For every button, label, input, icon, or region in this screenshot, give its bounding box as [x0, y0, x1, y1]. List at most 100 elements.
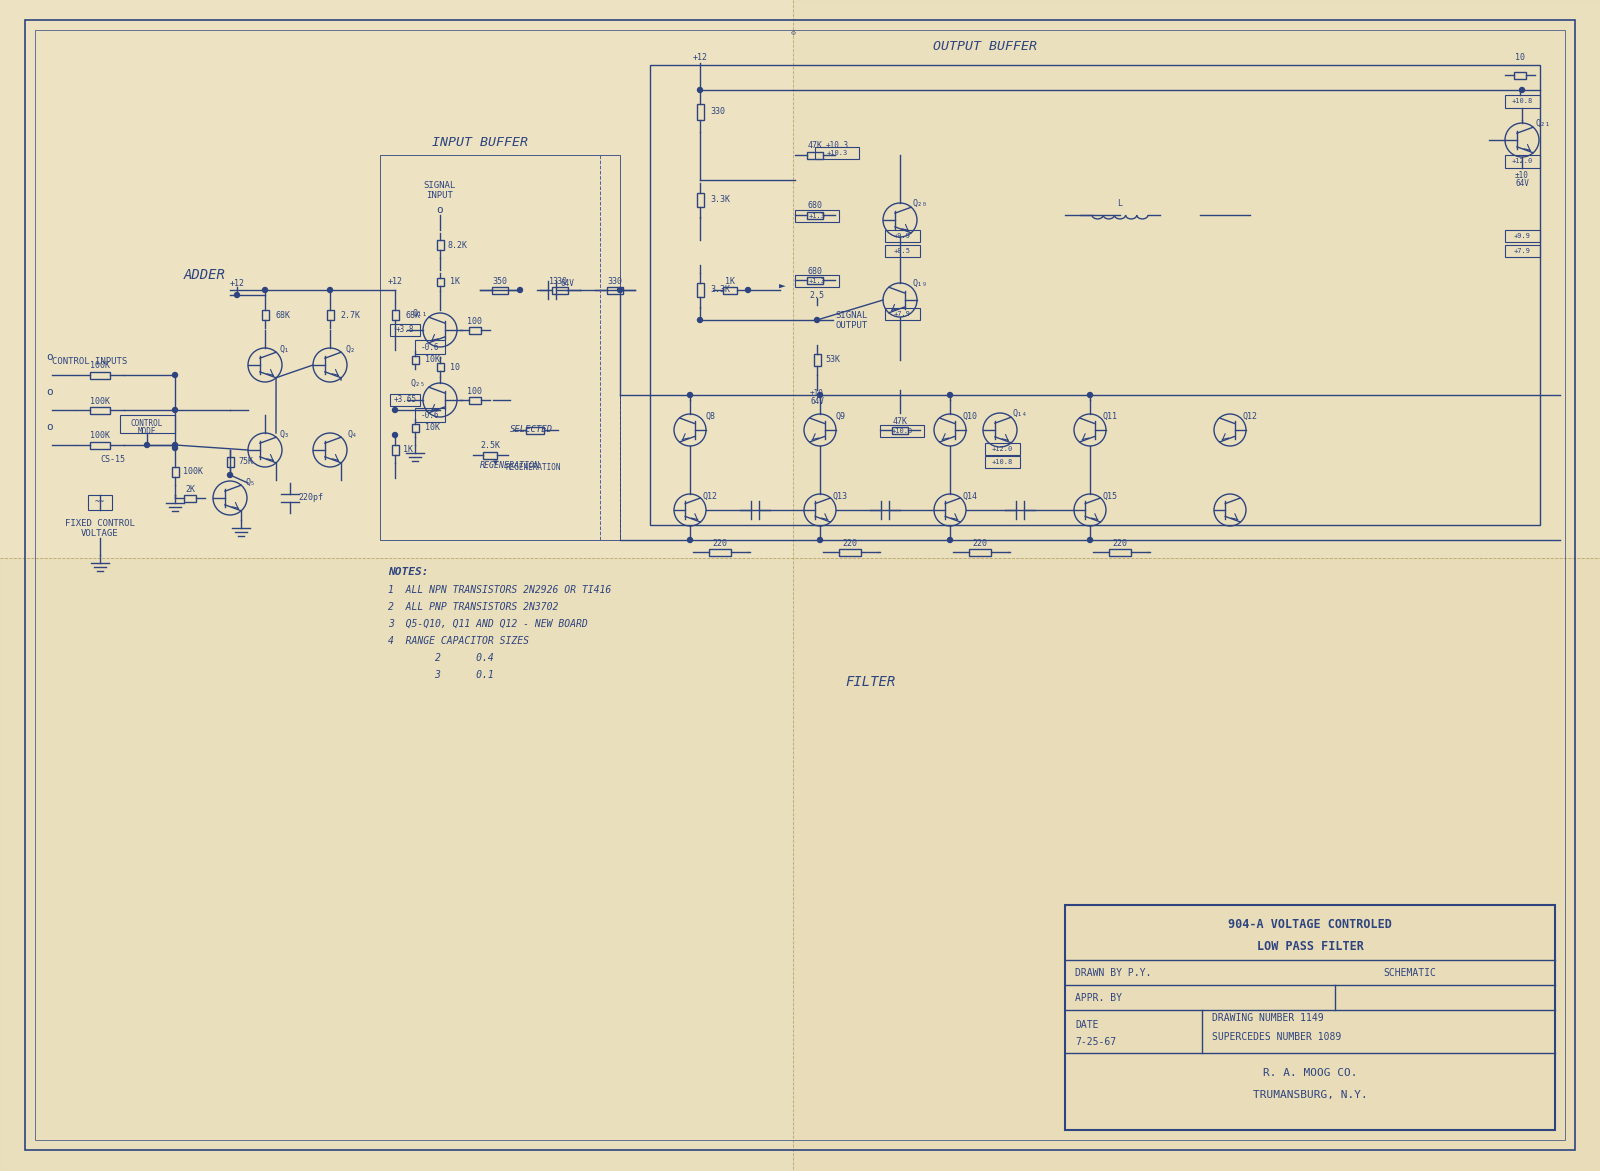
Text: +1.3: +1.3	[808, 278, 826, 285]
Text: NOTES:: NOTES:	[387, 567, 429, 577]
Bar	[88, 495, 112, 511]
Text: 64V: 64V	[1515, 178, 1530, 187]
Text: 220: 220	[973, 539, 987, 548]
Bar	[1109, 548, 1131, 555]
Text: +9.9: +9.9	[893, 233, 910, 239]
Circle shape	[1520, 88, 1525, 93]
Text: 100K: 100K	[182, 467, 203, 477]
Text: +8.5: +8.5	[893, 248, 910, 254]
Circle shape	[517, 288, 523, 293]
Text: +10.3: +10.3	[826, 150, 848, 156]
Circle shape	[818, 392, 822, 397]
Text: 10: 10	[450, 363, 461, 371]
Bar	[469, 327, 482, 334]
Bar	[723, 287, 738, 294]
Text: 1K: 1K	[403, 445, 413, 454]
Bar	[552, 287, 568, 294]
Circle shape	[814, 317, 819, 322]
Circle shape	[235, 293, 240, 297]
Circle shape	[173, 372, 178, 377]
Text: 10K: 10K	[426, 424, 440, 432]
Text: 10: 10	[1515, 53, 1525, 62]
Bar	[696, 283, 704, 297]
Circle shape	[746, 288, 750, 293]
Text: 3.3K: 3.3K	[710, 196, 730, 205]
Text: Q15: Q15	[1102, 492, 1117, 500]
Text: DATE: DATE	[1075, 1020, 1099, 1030]
Bar	[171, 467, 179, 477]
Bar	[806, 212, 822, 219]
Text: R. A. MOOG CO.: R. A. MOOG CO.	[1262, 1068, 1357, 1078]
Text: Q11: Q11	[1102, 411, 1117, 420]
Circle shape	[227, 473, 232, 478]
Bar	[606, 287, 622, 294]
Bar	[696, 193, 704, 207]
Text: APPR. BY: APPR. BY	[1075, 993, 1122, 1004]
Text: SELECTED: SELECTED	[510, 425, 554, 434]
Bar	[1506, 155, 1539, 167]
Text: Q14: Q14	[963, 492, 978, 500]
Text: Q₂₀: Q₂₀	[912, 199, 928, 207]
Bar	[227, 457, 234, 467]
Circle shape	[1088, 392, 1093, 397]
Text: FILTER: FILTER	[845, 674, 894, 689]
Text: +12: +12	[229, 279, 245, 288]
Circle shape	[262, 288, 267, 293]
Text: MODE: MODE	[138, 427, 157, 437]
Bar	[392, 310, 398, 320]
Text: L: L	[1117, 199, 1123, 207]
Bar	[411, 356, 419, 364]
Circle shape	[688, 537, 693, 542]
Text: 3.3K: 3.3K	[710, 286, 730, 294]
Circle shape	[1088, 537, 1093, 542]
Bar	[806, 151, 822, 158]
Circle shape	[698, 88, 702, 93]
Text: 10K: 10K	[426, 356, 440, 364]
Circle shape	[328, 288, 333, 293]
Text: LOW PASS FILTER: LOW PASS FILTER	[1256, 940, 1363, 953]
Text: 904-A VOLTAGE CONTROLED: 904-A VOLTAGE CONTROLED	[1229, 918, 1392, 931]
Text: INPUT BUFFER: INPUT BUFFER	[432, 137, 528, 150]
Bar	[885, 230, 920, 242]
Text: INPUT: INPUT	[427, 192, 453, 200]
Text: 2.5: 2.5	[810, 290, 824, 300]
Text: +3.8: +3.8	[395, 326, 414, 335]
Text: ◇: ◇	[790, 27, 795, 36]
Bar	[469, 397, 482, 404]
Circle shape	[688, 392, 693, 397]
Bar	[526, 426, 544, 433]
Text: o: o	[437, 205, 443, 215]
Text: 2  ALL PNP TRANSISTORS 2N3702: 2 ALL PNP TRANSISTORS 2N3702	[387, 602, 558, 612]
Text: Q₁: Q₁	[280, 344, 290, 354]
Text: 680: 680	[808, 201, 822, 211]
Text: REGENERATION: REGENERATION	[480, 460, 541, 470]
Text: 680: 680	[808, 267, 822, 275]
Text: 220: 220	[843, 539, 858, 548]
Text: 8.2K: 8.2K	[448, 240, 467, 249]
Text: ~~: ~~	[94, 498, 106, 507]
Bar	[885, 245, 920, 256]
Text: VOLTAGE: VOLTAGE	[82, 528, 118, 537]
Text: CS-15: CS-15	[99, 456, 125, 465]
Bar	[493, 287, 509, 294]
Bar	[794, 0, 1600, 1171]
Text: Q₁₄: Q₁₄	[1013, 409, 1027, 418]
Circle shape	[947, 392, 952, 397]
Bar	[806, 276, 822, 283]
Text: +12: +12	[387, 278, 403, 287]
Text: 53K: 53K	[826, 356, 840, 364]
Text: CONTROL INPUTS: CONTROL INPUTS	[53, 357, 128, 367]
Text: ►: ►	[779, 282, 786, 292]
Bar	[986, 443, 1021, 456]
Text: 47K: 47K	[893, 417, 907, 425]
Bar	[709, 548, 731, 555]
Text: 68K: 68K	[275, 310, 290, 320]
Bar	[795, 275, 838, 287]
Bar	[1506, 95, 1539, 108]
Bar	[392, 445, 398, 456]
Text: ▼: ▼	[493, 458, 498, 466]
Bar	[120, 415, 174, 433]
Text: SIGNAL: SIGNAL	[424, 182, 456, 191]
Bar	[1506, 245, 1539, 256]
Text: 100: 100	[467, 386, 483, 396]
